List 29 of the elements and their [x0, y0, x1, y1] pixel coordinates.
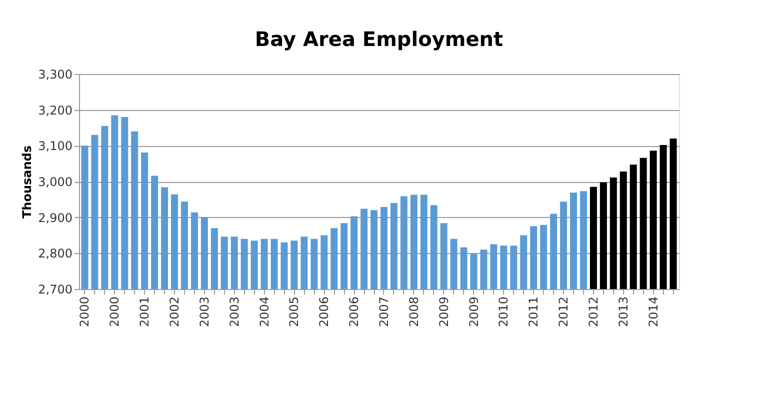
y-tick-label: 3,000: [38, 175, 72, 189]
x-tick-label: 2003: [227, 296, 242, 328]
x-tick-label: 2013: [616, 296, 630, 328]
x-tick-label: 2014: [646, 296, 660, 328]
x-tick-label: 2010: [496, 296, 511, 328]
x-tick-label: 2002: [168, 296, 182, 328]
x-tick-label: 2007: [376, 296, 391, 328]
x-tick-label: 2005: [287, 296, 302, 328]
y-tick-label: 3,200: [38, 103, 72, 118]
x-tick-label: 2000: [78, 296, 92, 328]
y-tick-label: 2,900: [38, 210, 72, 225]
x-tick-label: 2006: [317, 296, 332, 328]
y-tick-label: 3,100: [38, 139, 72, 154]
chart-title: Bay Area Employment: [254, 27, 504, 51]
y-tick-label: 3,300: [38, 68, 72, 82]
x-tick-label: 2008: [406, 296, 421, 328]
y-tick-label: 2,700: [38, 282, 72, 296]
x-tick-label: 2003: [197, 296, 212, 328]
x-tick-label: 2004: [257, 296, 272, 328]
y-tick-label: 2,800: [38, 246, 72, 261]
x-tick-label: 2011: [526, 296, 541, 328]
x-tick-label: 2012: [586, 296, 600, 328]
x-tick-label: 2009: [436, 296, 451, 328]
x-tick-label: 2009: [466, 296, 481, 328]
x-tick-label: 2001: [138, 296, 152, 328]
x-tick-label: 2000: [108, 296, 122, 328]
x-tick-label: 2006: [347, 296, 362, 328]
x-tick-label: 2012: [556, 296, 571, 328]
y-axis-title: Thousands: [20, 145, 34, 219]
